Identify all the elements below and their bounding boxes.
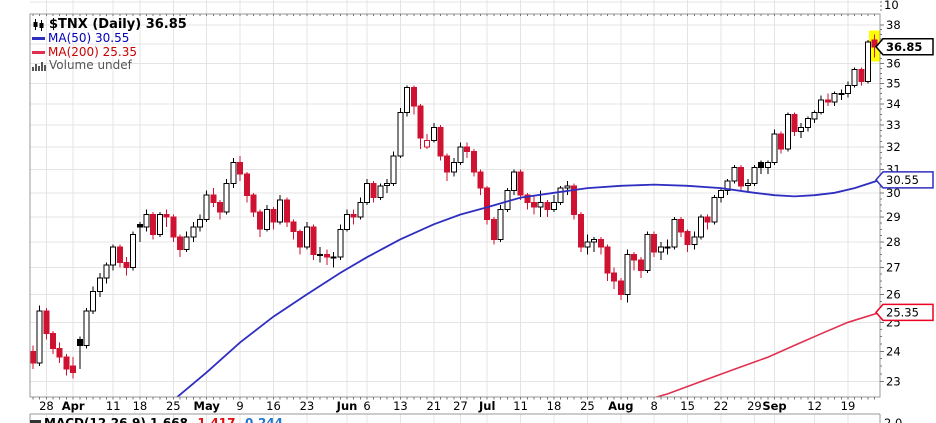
svg-text:38: 38: [886, 18, 901, 32]
ma200-badge: 25.35: [875, 303, 934, 322]
svg-text:25: 25: [166, 399, 181, 413]
volume-legend-label: Volume undef: [49, 58, 132, 72]
legend-ma200-row: MA(200) 25.35: [32, 44, 187, 60]
svg-text:Jun: Jun: [336, 399, 358, 413]
svg-text:34: 34: [886, 97, 901, 111]
svg-text:29: 29: [886, 210, 901, 224]
svg-text:16: 16: [266, 399, 281, 413]
svg-text:23: 23: [886, 375, 901, 389]
ma200-line-swatch-icon: [32, 50, 45, 54]
svg-text:11: 11: [513, 399, 528, 413]
chart-legend: $TNX (Daily) 36.85 MA(50) 30.55 MA(200) …: [32, 17, 187, 73]
ma50-legend-label: MA(50) 30.55: [48, 31, 130, 45]
upper-panel-partial-label: 10: [884, 0, 899, 12]
plot-border: [29, 13, 881, 423]
svg-text:36: 36: [886, 56, 901, 70]
legend-volume-row: Volume undef: [32, 58, 187, 73]
svg-text:29: 29: [747, 399, 762, 413]
lower-panel-partial-label: 2.0: [884, 416, 902, 423]
svg-text:12: 12: [807, 399, 822, 413]
svg-text:28: 28: [886, 235, 901, 249]
svg-text:15: 15: [680, 399, 695, 413]
ma-lines: [175, 179, 880, 397]
macd-signal-value: 1.417,: [197, 416, 241, 423]
svg-text:13: 13: [393, 399, 408, 413]
svg-text:19: 19: [841, 399, 856, 413]
macd-histogram-value: 0.244: [245, 416, 284, 423]
ma50-line-swatch-icon: [32, 37, 45, 41]
svg-text:6: 6: [363, 399, 370, 413]
svg-text:22: 22: [714, 399, 729, 413]
svg-text:26: 26: [886, 287, 901, 301]
ma200-legend-label: MA(200) 25.35: [48, 44, 137, 59]
macd-line-swatch-icon: [30, 420, 41, 423]
ma200-line: [653, 311, 880, 397]
macd-value-label: MACD(12,26,9) 1.668,: [44, 416, 193, 423]
ma50-line: [175, 179, 880, 397]
svg-text:36.85: 36.85: [886, 40, 922, 54]
ma50-badge: 30.55: [875, 171, 934, 189]
svg-text:Aug: Aug: [608, 399, 633, 413]
svg-text:30.55: 30.55: [886, 173, 919, 187]
svg-text:24: 24: [886, 344, 901, 358]
volume-bars-icon: [32, 61, 46, 71]
macd-label-row: MACD(12,26,9) 1.668, 1.417, 0.244: [30, 416, 288, 423]
svg-text:25: 25: [580, 399, 595, 413]
svg-text:May: May: [194, 399, 221, 413]
y-axis-labels: 23242526272829303132333435363738102.0: [884, 0, 902, 423]
svg-text:11: 11: [106, 399, 121, 413]
svg-text:18: 18: [547, 399, 562, 413]
svg-text:32: 32: [886, 140, 901, 154]
svg-text:27: 27: [886, 261, 901, 275]
candlestick-chart-icon: [33, 18, 44, 31]
svg-text:9: 9: [236, 399, 243, 413]
svg-text:21: 21: [426, 399, 441, 413]
grid-lines: [30, 0, 880, 423]
svg-text:23: 23: [300, 399, 315, 413]
axis-ticks: [32, 1, 884, 400]
last-price-badge: 36.85: [875, 38, 934, 56]
legend-ma50-row: MA(50) 30.55: [32, 31, 187, 46]
svg-text:25.35: 25.35: [886, 305, 919, 319]
chart-title-row: $TNX (Daily) 36.85: [32, 17, 187, 32]
svg-text:8: 8: [651, 399, 658, 413]
svg-text:27: 27: [453, 399, 468, 413]
svg-text:30: 30: [886, 186, 901, 200]
candlestick-series: [30, 30, 880, 379]
svg-text:Jul: Jul: [478, 399, 495, 413]
svg-text:18: 18: [133, 399, 148, 413]
svg-text:Apr: Apr: [62, 399, 85, 413]
chart-title: $TNX (Daily) 36.85: [49, 16, 187, 32]
x-axis-labels: 28 Apr 11 18 25 May 9 16 23 Jun 6 13 21 27 Jul 11 18 25 Au…: [39, 399, 855, 413]
svg-text:28: 28: [39, 399, 54, 413]
svg-text:33: 33: [886, 118, 901, 132]
svg-text:35: 35: [886, 76, 901, 90]
svg-text:Sep: Sep: [762, 399, 786, 413]
